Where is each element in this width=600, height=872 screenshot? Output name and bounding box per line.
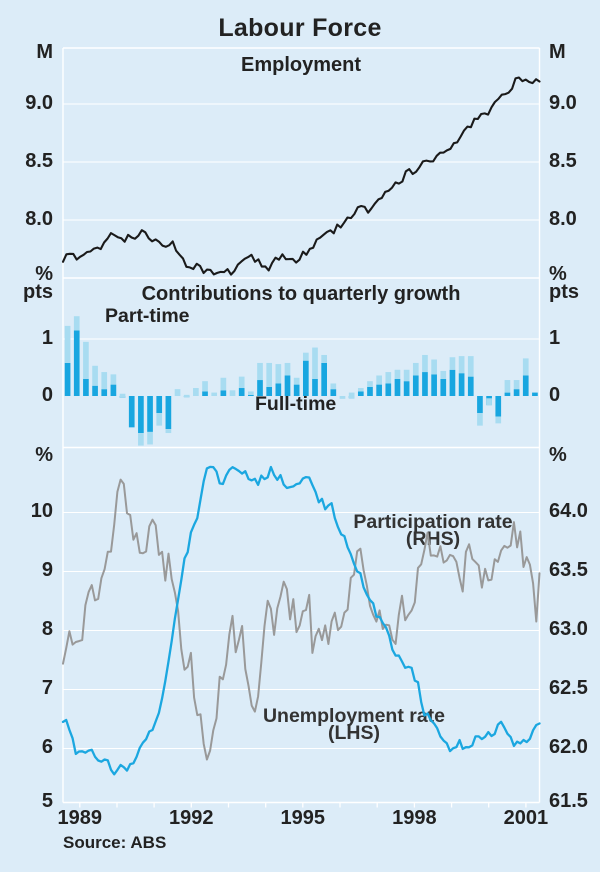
svg-text:1989: 1989 (58, 807, 103, 829)
svg-text:pts: pts (23, 281, 53, 303)
svg-text:(LHS): (LHS) (328, 722, 380, 744)
svg-text:0: 0 (549, 384, 560, 406)
svg-text:62.0: 62.0 (549, 736, 588, 758)
svg-text:M: M (549, 41, 566, 63)
svg-text:Full-time: Full-time (255, 393, 336, 415)
svg-text:9: 9 (42, 559, 53, 581)
svg-text:9.0: 9.0 (549, 92, 577, 114)
svg-text:Source: ABS: Source: ABS (63, 833, 166, 852)
svg-text:10: 10 (31, 500, 53, 522)
svg-text:8: 8 (42, 618, 53, 640)
svg-text:Part-time: Part-time (105, 305, 190, 327)
svg-text:64.0: 64.0 (549, 500, 588, 522)
svg-text:62.5: 62.5 (549, 677, 588, 699)
svg-text:1995: 1995 (281, 807, 326, 829)
svg-text:Contributions to quarterly gro: Contributions to quarterly growth (142, 283, 461, 305)
svg-text:8.5: 8.5 (549, 150, 577, 172)
svg-text:8.0: 8.0 (25, 208, 53, 230)
svg-text:1998: 1998 (392, 807, 437, 829)
svg-text:1: 1 (42, 327, 53, 349)
svg-text:%: % (35, 444, 53, 466)
svg-text:6: 6 (42, 736, 53, 758)
svg-text:8.5: 8.5 (25, 150, 53, 172)
svg-text:0: 0 (42, 384, 53, 406)
svg-text:63.0: 63.0 (549, 618, 588, 640)
svg-text:8.0: 8.0 (549, 208, 577, 230)
svg-text:9.0: 9.0 (25, 92, 53, 114)
svg-text:7: 7 (42, 677, 53, 699)
svg-text:2001: 2001 (504, 807, 549, 829)
svg-text:pts: pts (549, 281, 579, 303)
svg-text:1992: 1992 (169, 807, 214, 829)
svg-text:(RHS): (RHS) (406, 528, 460, 550)
svg-text:%: % (549, 444, 567, 466)
svg-text:63.5: 63.5 (549, 559, 588, 581)
svg-text:1: 1 (549, 327, 560, 349)
svg-text:61.5: 61.5 (549, 790, 588, 812)
svg-text:Employment: Employment (241, 54, 361, 76)
svg-text:M: M (36, 41, 53, 63)
svg-text:5: 5 (42, 790, 53, 812)
